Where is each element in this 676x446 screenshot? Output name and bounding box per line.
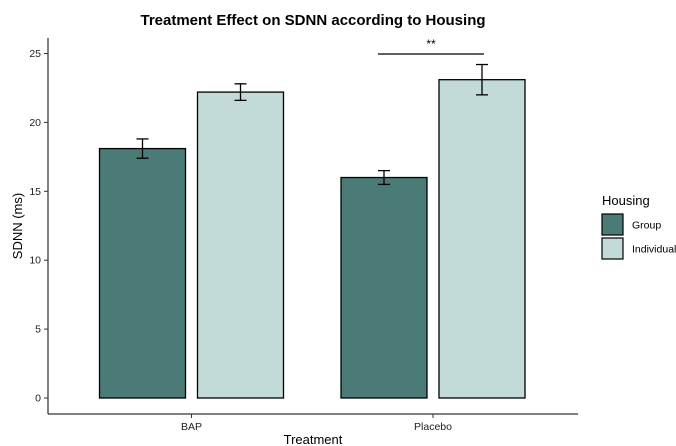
x-axis: BAP Placebo (48, 413, 578, 433)
error-bar-individual-bap (234, 83, 247, 102)
y-axis-title: SDNN (ms) (10, 193, 25, 259)
y-tick-label: 5 (35, 324, 41, 336)
y-tick-label: 15 (29, 186, 41, 198)
y-tick-label: 10 (29, 255, 41, 267)
bar-individual-bap (196, 91, 285, 399)
legend-label-individual: Individual (632, 244, 676, 256)
legend-key-group (601, 213, 624, 236)
error-bar-individual-placebo (476, 63, 488, 96)
x-axis-title: Treatment (284, 432, 343, 446)
y-tick-label: 0 (35, 393, 41, 405)
chart-title: Treatment Effect on SDNN according to Ho… (140, 12, 485, 29)
y-tick-label: 25 (29, 48, 41, 60)
error-bar-group-placebo (378, 169, 390, 186)
bar-group-bap (98, 147, 187, 399)
error-bar-group-bap (136, 138, 149, 159)
plot-area: ** (98, 37, 526, 399)
x-tick-label: BAP (181, 421, 202, 433)
legend-key-individual (601, 237, 624, 260)
legend-title: Housing (602, 193, 650, 208)
legend: Housing Group Individual (601, 193, 676, 260)
y-tick-label: 20 (29, 117, 41, 129)
bar-group-placebo (340, 176, 428, 399)
legend-label-group: Group (632, 220, 661, 232)
significance-label: ** (426, 37, 436, 51)
bar-individual-placebo (438, 79, 526, 399)
y-axis: 0 5 10 15 20 25 (29, 38, 49, 414)
x-tick-label: Placebo (414, 421, 452, 433)
